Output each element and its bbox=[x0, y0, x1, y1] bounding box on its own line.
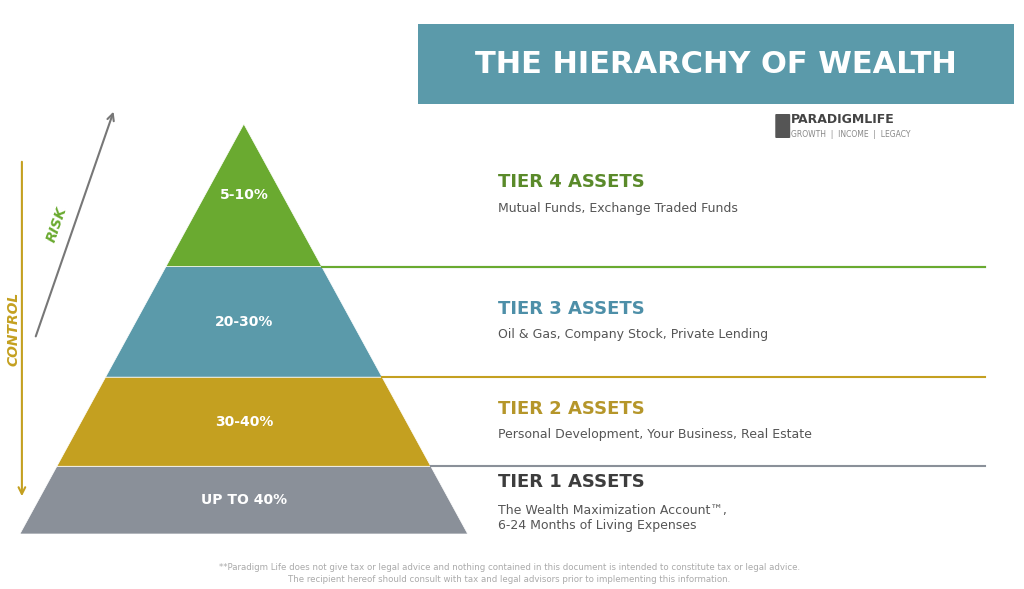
Polygon shape bbox=[19, 466, 468, 534]
Text: TIER 2 ASSETS: TIER 2 ASSETS bbox=[498, 400, 644, 418]
Polygon shape bbox=[166, 124, 322, 267]
Text: CONTROL: CONTROL bbox=[7, 292, 20, 366]
Text: TIER 4 ASSETS: TIER 4 ASSETS bbox=[498, 173, 644, 191]
Text: PARADIGMLIFE: PARADIGMLIFE bbox=[792, 112, 895, 125]
Text: THE HIERARCHY OF WEALTH: THE HIERARCHY OF WEALTH bbox=[475, 49, 957, 78]
Text: The Wealth Maximization Account™,
6-24 Months of Living Expenses: The Wealth Maximization Account™, 6-24 M… bbox=[498, 504, 726, 532]
FancyBboxPatch shape bbox=[775, 114, 791, 138]
Text: Oil & Gas, Company Stock, Private Lending: Oil & Gas, Company Stock, Private Lendin… bbox=[498, 329, 768, 342]
Text: The recipient hereof should consult with tax and legal advisors prior to impleme: The recipient hereof should consult with… bbox=[289, 574, 731, 584]
Text: 30-40%: 30-40% bbox=[215, 415, 273, 429]
Text: TIER 1 ASSETS: TIER 1 ASSETS bbox=[498, 473, 644, 491]
Polygon shape bbox=[57, 377, 431, 466]
FancyBboxPatch shape bbox=[418, 24, 1014, 104]
Polygon shape bbox=[105, 267, 382, 377]
Text: GROWTH  |  INCOME  |  LEGACY: GROWTH | INCOME | LEGACY bbox=[792, 130, 910, 138]
Text: UP TO 40%: UP TO 40% bbox=[201, 493, 287, 507]
Text: Personal Development, Your Business, Real Estate: Personal Development, Your Business, Rea… bbox=[498, 428, 811, 441]
Text: 5-10%: 5-10% bbox=[219, 188, 268, 202]
Text: 20-30%: 20-30% bbox=[215, 315, 273, 329]
Text: **Paradigm Life does not give tax or legal advice and nothing contained in this : **Paradigm Life does not give tax or leg… bbox=[219, 562, 800, 571]
Text: TIER 3 ASSETS: TIER 3 ASSETS bbox=[498, 300, 644, 318]
Text: Mutual Funds, Exchange Traded Funds: Mutual Funds, Exchange Traded Funds bbox=[498, 202, 737, 215]
Text: RISK: RISK bbox=[44, 204, 70, 243]
